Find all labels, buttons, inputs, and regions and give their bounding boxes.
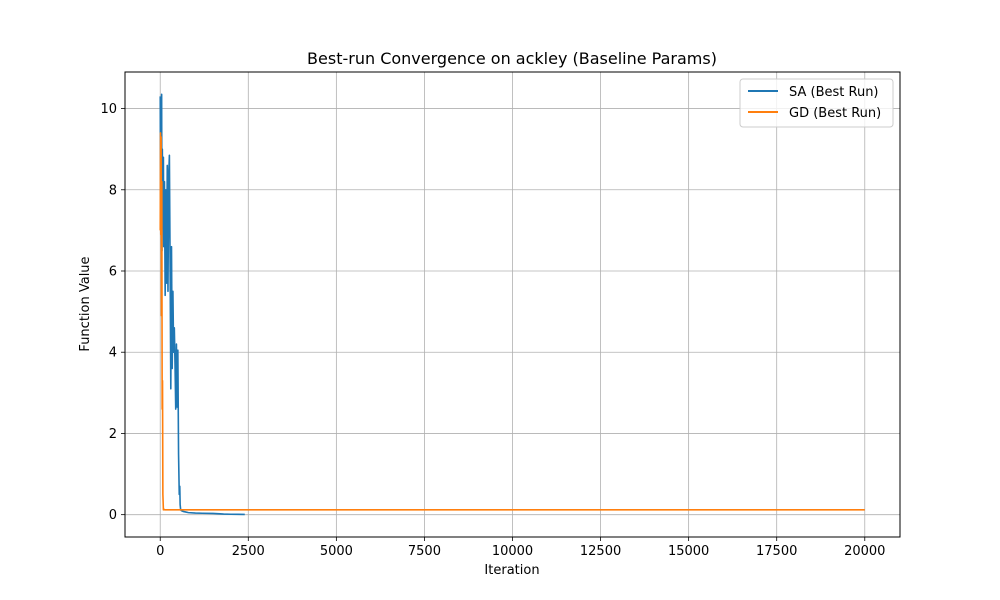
legend-label-sa: SA (Best Run) xyxy=(789,85,879,100)
series-layer xyxy=(159,93,865,516)
x-tick-label: 12500 xyxy=(580,544,621,559)
grid-layer xyxy=(125,72,900,537)
x-tick-label: 7500 xyxy=(408,544,441,559)
y-tick-label: 8 xyxy=(109,183,117,198)
x-tick-label: 2500 xyxy=(232,544,265,559)
x-axis-label: Iteration xyxy=(484,563,539,578)
y-tick-label: 10 xyxy=(100,102,117,117)
y-tick-label: 6 xyxy=(109,264,117,279)
legend-box xyxy=(739,78,894,128)
x-tick-label: 17500 xyxy=(756,544,797,559)
x-tick-label: 0 xyxy=(156,544,164,559)
series-line-gd xyxy=(159,132,865,511)
legend-label-gd: GD (Best Run) xyxy=(789,106,881,121)
y-axis-label: Function Value xyxy=(78,256,93,351)
legend: SA (Best Run) GD (Best Run) xyxy=(739,78,894,128)
x-tick-label: 10000 xyxy=(492,544,533,559)
y-tick-label: 2 xyxy=(109,427,117,442)
x-tick-label: 15000 xyxy=(668,544,709,559)
tick-layer: 0 2500 5000 7500 10000 12500 15000 17500 20000 0 2… xyxy=(100,102,885,559)
x-tick-label: 5000 xyxy=(320,544,353,559)
y-tick-label: 4 xyxy=(109,346,117,361)
chart-title: Best-run Convergence on ackley (Baseline… xyxy=(307,49,717,68)
series-line-sa xyxy=(159,93,245,516)
y-tick-label: 0 xyxy=(109,508,117,523)
x-tick-label: 20000 xyxy=(844,544,885,559)
